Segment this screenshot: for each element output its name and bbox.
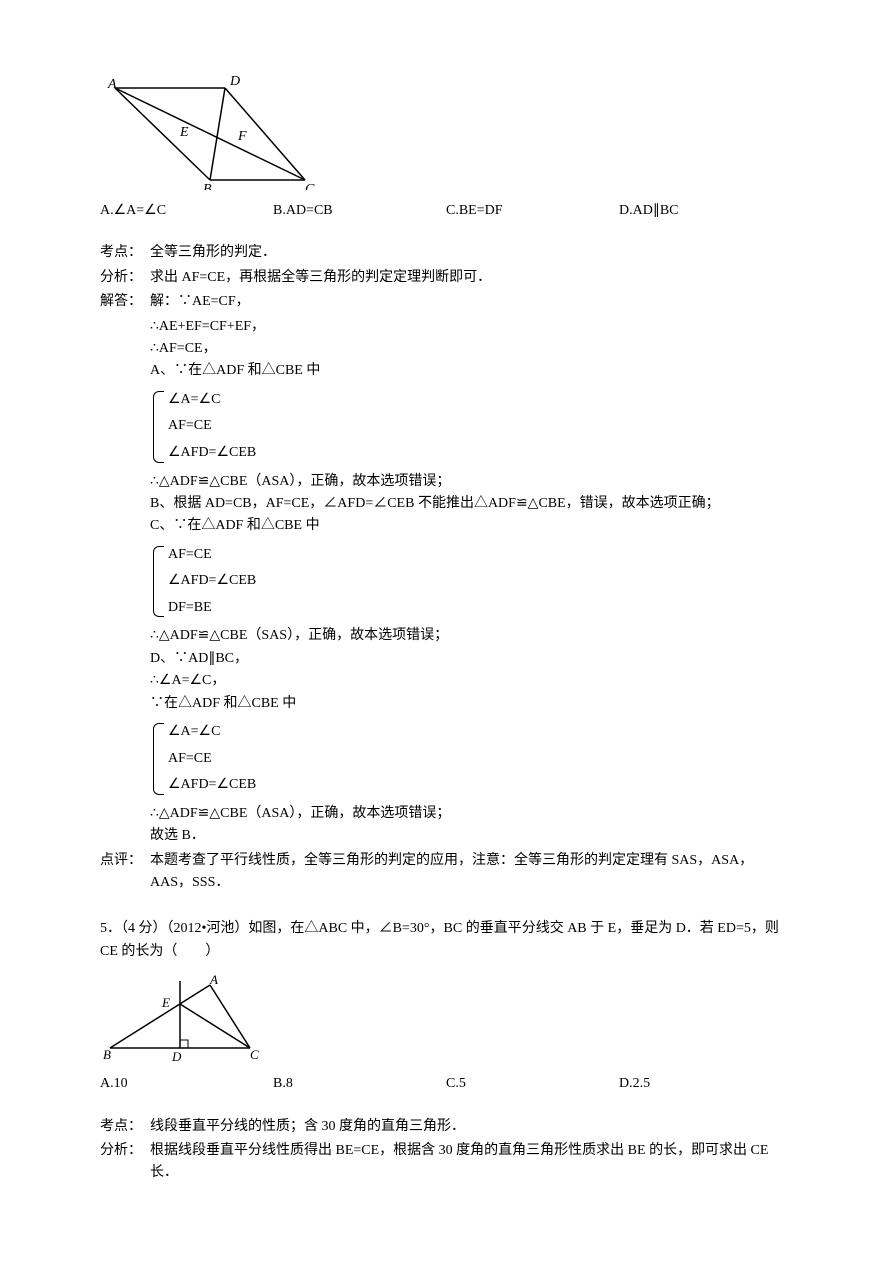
q4-option-B: B.AD=CB xyxy=(273,200,446,222)
q4-brace3-a: ∠A=∠C xyxy=(168,719,792,746)
q4-kaodian: 全等三角形的判定． xyxy=(150,242,792,264)
q4-figure-svg: A D E F B C xyxy=(100,70,320,190)
q4-fenxi-row: 分析： 求出 AF=CE，再根据全等三角形的判定定理判断即可． xyxy=(100,267,792,289)
q5-kaodian: 线段垂直平分线的性质；含 30 度角的直角三角形． xyxy=(150,1116,792,1138)
q4-jieda-l10: ∴∠A=∠C， xyxy=(150,670,792,692)
fig1-label-D: D xyxy=(229,74,240,89)
fig2-label-B: B xyxy=(103,1047,111,1062)
q5-fenxi: 根据线段垂直平分线性质得出 BE=CE，根据含 30 度角的直角三角形性质求出 … xyxy=(150,1140,792,1185)
q4-jieda-l11: ∵在△ADF 和△CBE 中 xyxy=(150,693,792,715)
q4-brace3: ∠A=∠C AF=CE ∠AFD=∠CEB xyxy=(150,719,792,799)
q5-figure: A B C D E xyxy=(100,973,792,1063)
fig1-label-A: A xyxy=(107,77,117,92)
q4-brace2: AF=CE ∠AFD=∠CEB DF=BE xyxy=(150,542,792,622)
q4-jieda-l6: B、根据 AD=CB，AF=CE，∠AFD=∠CEB 不能推出△ADF≌△CBE… xyxy=(150,493,792,515)
fig1-label-F: F xyxy=(237,129,247,144)
jieda-label: 解答： xyxy=(100,291,150,313)
q4-fenxi: 求出 AF=CE，再根据全等三角形的判定定理判断即可． xyxy=(150,267,792,289)
q4-jieda-l4: A、∵在△ADF 和△CBE 中 xyxy=(150,360,792,382)
q4-jieda-l7: C、∵在△ADF 和△CBE 中 xyxy=(150,515,792,537)
q4-jieda-l3: ∴AF=CE， xyxy=(150,338,792,360)
q4-option-C: C.BE=DF xyxy=(446,200,619,222)
q4-jieda-l13: 故选 B． xyxy=(150,825,792,847)
q4-options: A.∠A=∠C B.AD=CB C.BE=DF D.AD∥BC xyxy=(100,200,792,222)
q4-jieda-l1: 解：∵AE=CF， xyxy=(150,291,792,313)
fig1-label-C: C xyxy=(305,182,315,190)
q4-jieda-l9: D、∵AD∥BC， xyxy=(150,648,792,670)
kaodian-label2: 考点： xyxy=(100,1116,150,1138)
fig1-label-E: E xyxy=(179,125,189,140)
q5-options: A.10 B.8 C.5 D.2.5 xyxy=(100,1073,792,1095)
q4-brace2-a: AF=CE xyxy=(168,542,792,569)
q4-figure: A D E F B C xyxy=(100,70,792,190)
q5-kaodian-row: 考点： 线段垂直平分线的性质；含 30 度角的直角三角形． xyxy=(100,1116,792,1138)
fig2-label-E: E xyxy=(161,995,170,1010)
fig2-label-C: C xyxy=(250,1047,259,1062)
q5-fenxi-row: 分析： 根据线段垂直平分线性质得出 BE=CE，根据含 30 度角的直角三角形性… xyxy=(100,1140,792,1185)
q4-brace1-b: AF=CE xyxy=(168,413,792,440)
q5-option-B: B.8 xyxy=(273,1073,446,1095)
q5-text: 5．（4 分）（2012•河池）如图，在△ABC 中，∠B=30°，BC 的垂直… xyxy=(100,918,792,963)
q4-brace1: ∠A=∠C AF=CE ∠AFD=∠CEB xyxy=(150,387,792,467)
q4-dianping: 本题考查了平行线性质，全等三角形的判定的应用，注意：全等三角形的判定定理有 SA… xyxy=(150,850,792,895)
fenxi-label2: 分析： xyxy=(100,1140,150,1162)
q4-jieda-row: 解答： 解：∵AE=CF， xyxy=(100,291,792,313)
kaodian-label: 考点： xyxy=(100,242,150,264)
q4-brace1-a: ∠A=∠C xyxy=(168,387,792,414)
q4-jieda-l2: ∴AE+EF=CF+EF， xyxy=(150,316,792,338)
q4-brace1-c: ∠AFD=∠CEB xyxy=(168,440,792,467)
q4-jieda-l8: ∴△ADF≌△CBE（SAS），正确，故本选项错误； xyxy=(150,625,792,647)
q4-jieda-l12: ∴△ADF≌△CBE（ASA），正确，故本选项错误； xyxy=(150,803,792,825)
q4-brace3-b: AF=CE xyxy=(168,746,792,773)
q5-option-A: A.10 xyxy=(100,1073,273,1095)
q5-option-C: C.5 xyxy=(446,1073,619,1095)
q4-brace2-b: ∠AFD=∠CEB xyxy=(168,568,792,595)
q4-dianping-row: 点评： 本题考查了平行线性质，全等三角形的判定的应用，注意：全等三角形的判定定理… xyxy=(100,850,792,895)
dianping-label: 点评： xyxy=(100,850,150,872)
fig2-label-A: A xyxy=(209,973,218,987)
q4-jieda-l5: ∴△ADF≌△CBE（ASA），正确，故本选项错误； xyxy=(150,471,792,493)
q5-option-D: D.2.5 xyxy=(619,1073,792,1095)
q4-brace2-c: DF=BE xyxy=(168,595,792,622)
q4-brace3-c: ∠AFD=∠CEB xyxy=(168,772,792,799)
q5-figure-svg: A B C D E xyxy=(100,973,270,1063)
fig2-label-D: D xyxy=(171,1049,182,1063)
q4-kaodian-row: 考点： 全等三角形的判定． xyxy=(100,242,792,264)
fig1-label-B: B xyxy=(203,182,212,190)
q4-option-A: A.∠A=∠C xyxy=(100,200,273,222)
fenxi-label: 分析： xyxy=(100,267,150,289)
q4-option-D: D.AD∥BC xyxy=(619,200,792,222)
